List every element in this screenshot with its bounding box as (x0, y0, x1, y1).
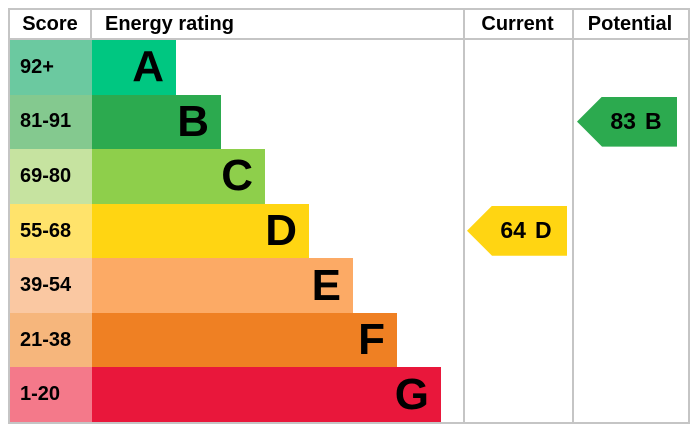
rating-band-row-c: 69-80 C (10, 149, 688, 204)
divider-current-column (463, 10, 465, 422)
band-bar-e: E (92, 258, 353, 313)
rating-band-row-f: 21-38 F (10, 312, 688, 368)
divider-potential-column (572, 10, 574, 422)
rating-rows: 92+ A 81-91 B 69-80 C 55-68 D 39-54 E 21-38 F 1-20 G (10, 40, 688, 423)
band-bar-d: D (92, 203, 309, 259)
rating-band-row-b: 81-91 B (10, 94, 688, 150)
current-rating-value: 64 (500, 217, 526, 244)
potential-rating-arrow: 83 B (577, 96, 677, 147)
score-range-label-d: 55-68 (10, 203, 92, 259)
potential-rating-value: 83 (610, 108, 636, 135)
score-range-label-a: 92+ (10, 40, 92, 95)
score-range-label-f: 21-38 (10, 312, 92, 368)
rating-table: Score Energy rating Current Potential 92… (8, 8, 690, 424)
rating-band-row-e: 39-54 E (10, 258, 688, 313)
band-bar-a: A (92, 40, 176, 95)
score-range-label-c: 69-80 (10, 149, 92, 204)
header-energy-rating: Energy rating (105, 12, 234, 35)
rating-band-row-g: 1-20 G (10, 367, 688, 423)
band-bar-c: C (92, 149, 265, 204)
band-bar-f: F (92, 312, 397, 368)
header-score: Score (10, 10, 92, 38)
band-bar-g: G (92, 367, 441, 423)
header-current: Current (481, 12, 554, 35)
table-header-row: Score Energy rating Current Potential (10, 10, 688, 40)
score-range-label-g: 1-20 (10, 367, 92, 423)
score-range-label-b: 81-91 (10, 94, 92, 150)
rating-band-row-d: 55-68 D (10, 203, 688, 259)
band-bar-b: B (92, 94, 221, 150)
header-potential: Potential (587, 12, 673, 35)
rating-table-inner: Score Energy rating Current Potential 92… (10, 10, 688, 423)
rating-band-row-a: 92+ A (10, 40, 688, 95)
score-range-label-e: 39-54 (10, 258, 92, 313)
potential-rating-letter: B (644, 108, 662, 135)
current-rating-letter: D (534, 217, 552, 244)
